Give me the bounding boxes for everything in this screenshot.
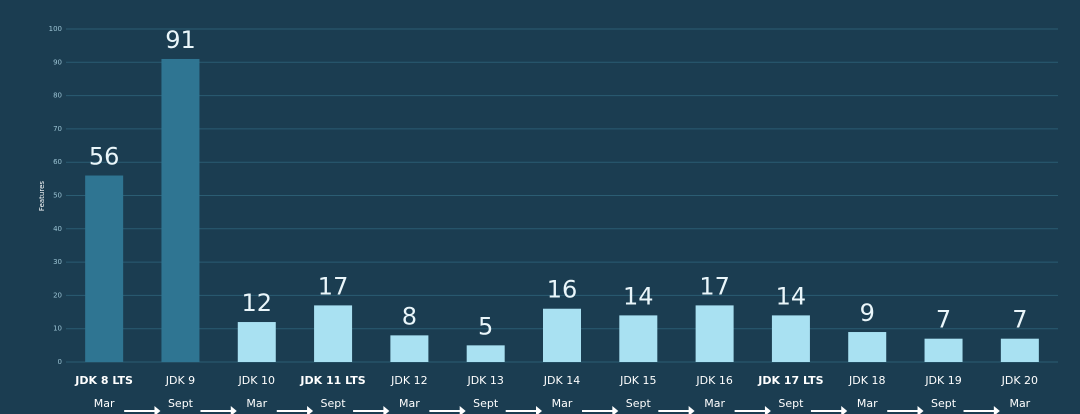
- release-month: Sept: [626, 397, 652, 410]
- x-tick-label: JDK 12: [390, 374, 427, 387]
- arrow-head: [536, 406, 542, 414]
- x-tick-label: JDK 17 LTS: [757, 374, 823, 387]
- y-tick-label: 50: [53, 192, 62, 200]
- arrow-head: [383, 406, 390, 414]
- release-month: Mar: [704, 397, 725, 410]
- bar: [695, 305, 734, 362]
- bar: [237, 322, 276, 362]
- value-label: 14: [776, 282, 807, 310]
- arrow-head: [459, 406, 466, 414]
- arrow-head: [841, 406, 848, 414]
- arrow-head: [230, 406, 237, 414]
- y-tick-label: 80: [53, 92, 62, 100]
- bar: [771, 315, 810, 362]
- value-label: 14: [623, 282, 654, 310]
- arrow-head: [688, 406, 695, 414]
- arrow-head: [154, 406, 161, 414]
- y-tick-label: 90: [53, 58, 62, 66]
- bar: [619, 315, 658, 362]
- y-tick-label: 0: [58, 358, 62, 366]
- x-tick-label: JDK 10: [238, 374, 275, 387]
- arrow-head: [612, 406, 619, 414]
- value-label: 12: [241, 289, 272, 317]
- x-tick-label: JDK 8 LTS: [74, 374, 133, 387]
- bar: [466, 345, 505, 362]
- x-tick-label: JDK 9: [165, 374, 195, 387]
- release-month: Sept: [778, 397, 804, 410]
- value-label: 7: [1012, 306, 1027, 334]
- value-label: 7: [936, 306, 951, 334]
- x-tick-label: JDK 11 LTS: [299, 374, 365, 387]
- y-tick-label: 70: [53, 125, 62, 133]
- release-month: Mar: [857, 397, 878, 410]
- arrow-head: [917, 406, 924, 414]
- value-label: 5: [478, 312, 493, 340]
- release-month: Mar: [552, 397, 573, 410]
- y-tick-label: 10: [53, 325, 62, 333]
- x-tick-label: JDK 18: [848, 374, 885, 387]
- value-label: 17: [699, 272, 730, 300]
- y-tick-label: 100: [49, 25, 62, 33]
- value-label: 91: [165, 26, 196, 54]
- value-label: 8: [402, 302, 417, 330]
- release-month: Mar: [399, 397, 420, 410]
- arrow-head: [307, 406, 314, 414]
- release-month: Sept: [168, 397, 194, 410]
- y-tick-label: 60: [53, 158, 62, 166]
- x-tick-label: JDK 13: [466, 374, 503, 387]
- x-tick-label: JDK 16: [695, 374, 732, 387]
- bar: [848, 332, 887, 362]
- bar: [543, 308, 581, 362]
- value-label: 17: [318, 272, 349, 300]
- bar: [390, 335, 429, 362]
- y-axis-label: Features: [38, 181, 46, 211]
- bar: [314, 305, 353, 362]
- release-month: Mar: [246, 397, 267, 410]
- arrow-head: [764, 406, 771, 414]
- arrow-head: [993, 406, 1000, 414]
- x-tick-label: JDK 15: [619, 374, 656, 387]
- release-month: Sept: [321, 397, 347, 410]
- y-tick-label: 20: [53, 291, 62, 299]
- bar: [924, 338, 963, 362]
- y-tick-label: 40: [53, 225, 62, 233]
- bar: [85, 175, 124, 362]
- x-tick-label: JDK 20: [1001, 374, 1038, 387]
- release-month: Mar: [1009, 397, 1030, 410]
- value-label: 16: [547, 276, 578, 304]
- x-tick-label: JDK 19: [924, 374, 961, 387]
- value-label: 56: [89, 143, 120, 171]
- x-tick-label: JDK 14: [543, 374, 580, 387]
- value-label: 9: [860, 299, 875, 327]
- release-month: Sept: [931, 397, 957, 410]
- y-tick-label: 30: [53, 258, 62, 266]
- bar: [1000, 338, 1039, 362]
- release-month: Sept: [473, 397, 499, 410]
- release-month: Mar: [94, 397, 115, 410]
- bar: [161, 58, 200, 362]
